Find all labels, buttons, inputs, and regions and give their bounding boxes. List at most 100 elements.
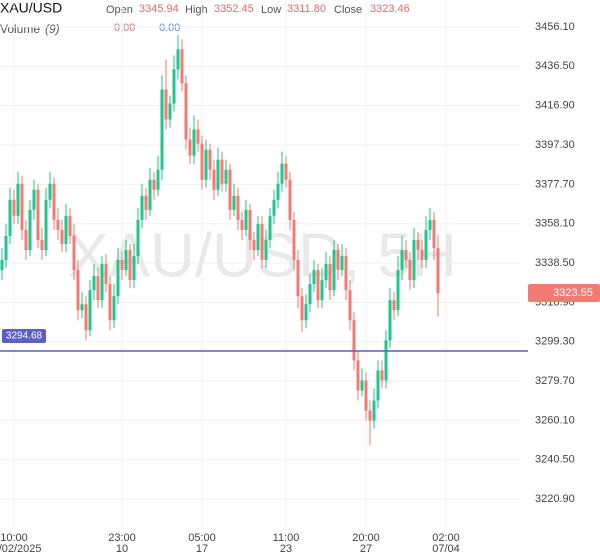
x-tick-label: 10:00 <box>0 532 28 544</box>
y-tick-label: 3358.10 <box>535 218 575 230</box>
candle-body <box>360 380 364 391</box>
x-tick-label: 23:00 <box>108 532 136 544</box>
x-tick-label: 02:00 <box>432 532 460 544</box>
candle-body <box>352 320 356 361</box>
y-tick-label: 3260.10 <box>535 414 575 426</box>
candle-body <box>108 284 112 321</box>
hline-label: 3294.68 <box>6 331 43 342</box>
candle-body <box>48 183 52 200</box>
last-price-bg <box>528 284 600 303</box>
high-value: 3352.45 <box>214 3 254 15</box>
candle-body <box>208 149 212 170</box>
candle-body <box>60 229 64 244</box>
candle-body <box>240 219 244 230</box>
candle-body <box>236 195 240 220</box>
candle-body <box>148 179 152 210</box>
candle-body <box>172 69 176 104</box>
candle-body <box>216 159 220 190</box>
candle-body <box>372 400 376 421</box>
candle-body <box>316 270 320 301</box>
candle-body <box>16 183 20 216</box>
candle-body <box>248 209 252 240</box>
candle-body <box>300 296 304 321</box>
candle-body <box>132 256 136 281</box>
candle-body <box>332 249 336 291</box>
candle-body <box>436 248 440 294</box>
y-tick-label: 3436.50 <box>535 60 575 72</box>
candle-body <box>432 219 436 249</box>
candle-body <box>380 370 384 381</box>
candle-body <box>32 189 36 210</box>
candle-body <box>408 260 412 281</box>
low-value: 3311.80 <box>287 3 326 15</box>
candle-body <box>292 219 296 261</box>
hline-label-bg <box>2 328 46 343</box>
candle-body <box>144 195 148 210</box>
candle-body <box>388 300 392 341</box>
candle-body <box>404 249 408 261</box>
chart-title: XAU/USD <box>0 0 62 16</box>
candle-body <box>124 249 128 271</box>
candle-body <box>156 169 160 190</box>
last-price-label: 3323.55 <box>553 287 593 299</box>
candle-body <box>128 249 132 281</box>
candle-body <box>244 209 248 230</box>
candle-body <box>68 215 72 236</box>
candle-body <box>228 169 232 210</box>
candle-body <box>92 276 96 291</box>
candle-body <box>140 195 144 220</box>
candle-body <box>312 270 316 285</box>
candle-body <box>420 249 424 261</box>
candle-body <box>4 235 8 261</box>
candle-body <box>212 169 216 190</box>
x-tick-date: 27 <box>360 543 372 555</box>
candle-body <box>100 264 104 301</box>
y-tick-label: 3299.30 <box>535 336 575 348</box>
y-tick-label: 3456.10 <box>535 21 575 33</box>
candle-body <box>264 239 268 261</box>
x-tick-label: 05:00 <box>188 532 216 544</box>
x-tick-label: 11:00 <box>273 532 300 544</box>
y-tick-label: 3416.90 <box>535 100 575 112</box>
candle-body <box>160 89 164 170</box>
candle-body <box>276 183 280 200</box>
candle-body <box>428 219 432 230</box>
y-tick-label: 3220.90 <box>535 493 575 505</box>
volume-period: (9) <box>45 22 60 36</box>
volume-label: Volume <box>0 22 40 36</box>
candle-body <box>260 223 264 261</box>
volume-value: 0.00 <box>114 22 135 34</box>
candle-body <box>76 270 80 311</box>
candle-body <box>400 249 404 271</box>
candle-body <box>64 215 68 244</box>
candle-body <box>416 239 420 250</box>
candle-body <box>308 284 312 305</box>
candle-body <box>220 159 224 184</box>
candle-body <box>392 300 396 311</box>
candle-body <box>168 103 172 120</box>
candle-body <box>40 239 44 250</box>
candle-body <box>296 260 300 297</box>
candle-body <box>256 223 260 250</box>
candle-body <box>188 139 192 156</box>
candle-body <box>20 183 24 230</box>
candle-body <box>24 229 28 250</box>
candle-body <box>52 183 56 220</box>
y-tick-label: 3397.30 <box>535 139 575 151</box>
candle-body <box>44 199 48 250</box>
x-tick-label: 20:00 <box>352 532 380 544</box>
candle-body <box>328 264 332 291</box>
candle-body <box>272 199 276 216</box>
candle-body <box>288 179 292 220</box>
x-tick-date: 06/02/2025 <box>0 543 42 555</box>
close-label: Close <box>334 4 362 16</box>
y-tick-label: 3377.70 <box>535 178 575 190</box>
candle-body <box>364 380 368 411</box>
candle-body <box>412 239 416 281</box>
candle-body <box>304 304 308 321</box>
candle-body <box>232 195 236 210</box>
candle-body <box>0 260 4 271</box>
candle-body <box>28 209 32 250</box>
candle-body <box>152 179 156 190</box>
